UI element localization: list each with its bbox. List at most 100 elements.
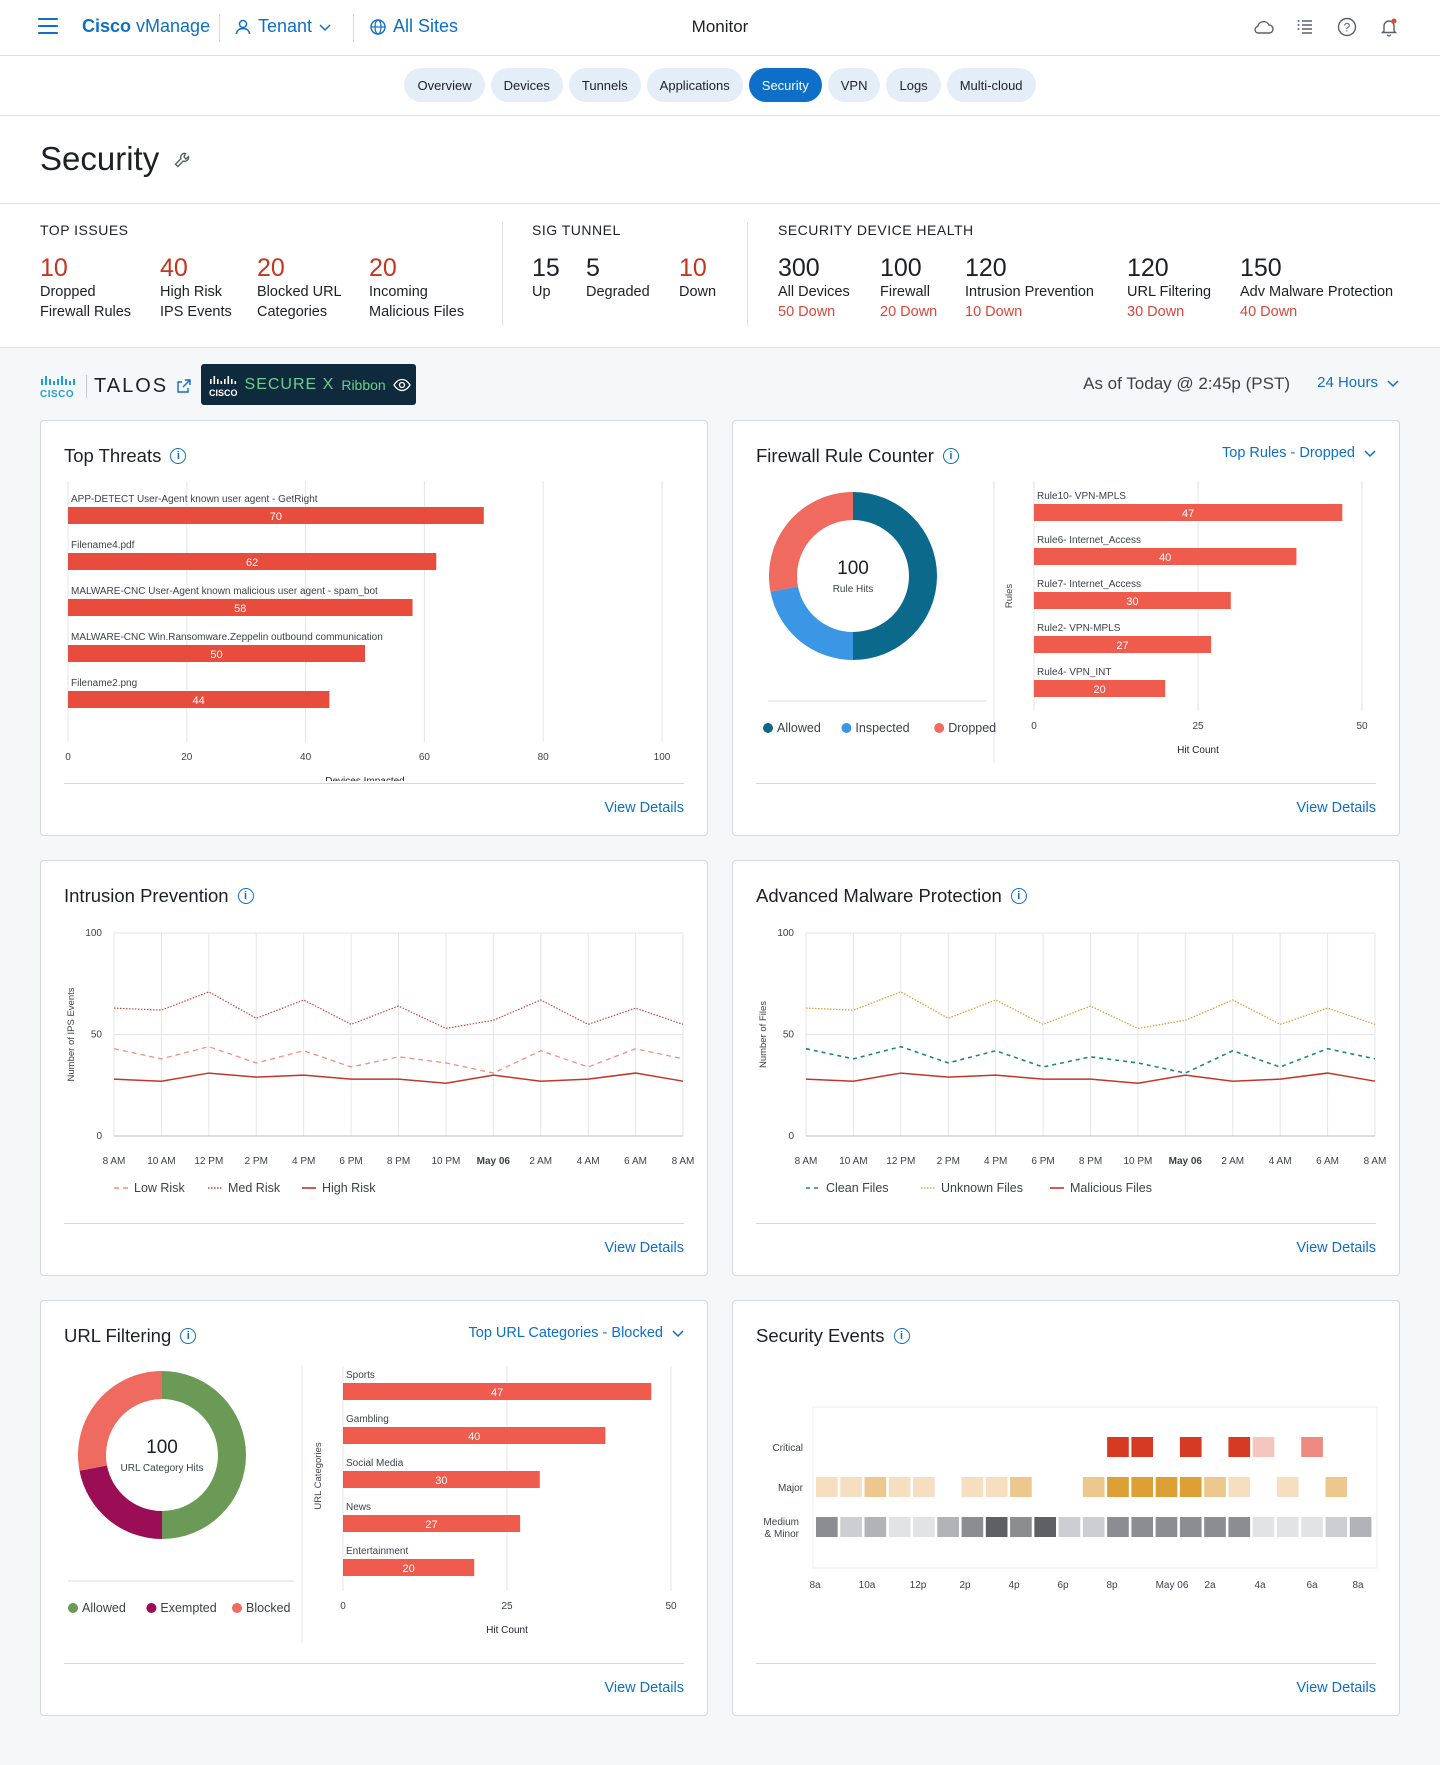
metric-tunnel-up[interactable]: 15 Up	[532, 254, 560, 300]
view-details-link[interactable]: View Details	[1296, 1680, 1376, 1696]
page-heading: Monitor	[691, 17, 749, 36]
info-icon[interactable]: i	[1010, 888, 1027, 904]
user-icon	[235, 19, 251, 34]
task-list-icon[interactable]	[1294, 16, 1316, 38]
metric-tunnel-degraded[interactable]: 5 Degraded	[586, 254, 650, 300]
view-details-link[interactable]: View Details	[604, 1240, 684, 1256]
heatmap-cell-medium-minor	[1034, 1517, 1057, 1537]
metric-intrusion-prevention[interactable]: 120 Intrusion Prevention 10 Down	[965, 254, 1094, 320]
chevron-down-icon	[1387, 379, 1399, 387]
x-tick-label: 0	[65, 752, 71, 763]
cisco-wordmark: CISCO	[40, 389, 75, 400]
bar-value-label: 27	[1116, 640, 1128, 652]
heatmap-frame	[812, 1406, 1378, 1569]
donut-slice-allowed	[162, 1371, 246, 1539]
card-title: Top Threats i	[64, 445, 187, 467]
metric-blocked-url[interactable]: 20 Blocked URL Categories	[257, 254, 342, 320]
tab-tunnels[interactable]: Tunnels	[568, 68, 641, 102]
x-tick-label: 8a	[809, 1580, 821, 1591]
securex-ribbon-button[interactable]: CISCO SECURE X Ribbon	[201, 364, 416, 405]
y-axis-title: URL Categories	[313, 1442, 324, 1509]
chevron-down-icon	[1364, 450, 1376, 458]
info-icon[interactable]: i	[237, 888, 254, 904]
metric-high-risk-ips[interactable]: 40 High Risk IPS Events	[160, 254, 232, 320]
heatmap-cell-major	[1276, 1477, 1299, 1497]
bar-category-label: Filename4.pdf	[71, 540, 135, 551]
y-axis-title: Number of IPS Events	[66, 987, 77, 1081]
view-details-link[interactable]: View Details	[604, 800, 684, 816]
view-details-link[interactable]: View Details	[1296, 1240, 1376, 1256]
tab-security[interactable]: Security	[748, 68, 822, 102]
menu-icon[interactable]	[38, 18, 58, 34]
x-tick-label: 8 AM	[672, 1156, 695, 1167]
x-tick-label: 40	[300, 752, 312, 763]
brand-logo[interactable]: Cisco vManage	[82, 16, 211, 36]
heatmap-cell-medium-minor	[888, 1517, 911, 1537]
metric-tunnel-down[interactable]: 10 Down	[679, 254, 717, 300]
tab-logs[interactable]: Logs	[886, 68, 941, 102]
heatmap-cell-major	[864, 1477, 887, 1497]
metric-firewall[interactable]: 100 Firewall 20 Down	[880, 254, 938, 320]
top-url-categories-dropdown[interactable]: Top URL Categories - Blocked	[469, 1325, 686, 1341]
heatmap-cell-critical	[1228, 1437, 1251, 1457]
donut-center-value: 100	[146, 1437, 178, 1458]
bar	[343, 1559, 475, 1576]
info-icon[interactable]: i	[893, 1328, 910, 1344]
help-icon[interactable]: ?	[1336, 16, 1358, 38]
x-tick-label: 4 AM	[1269, 1156, 1292, 1167]
divider	[747, 222, 748, 326]
info-icon[interactable]: i	[170, 448, 187, 464]
view-details-link[interactable]: View Details	[1296, 800, 1376, 816]
tab-overview[interactable]: Overview	[404, 68, 485, 102]
heatmap-cell-medium-minor	[1301, 1517, 1323, 1537]
bar	[343, 1427, 606, 1444]
x-tick-label: 2 PM	[245, 1156, 268, 1167]
legend-label: Allowed	[777, 721, 821, 735]
tab-multi-cloud[interactable]: Multi-cloud	[946, 68, 1036, 102]
notification-bell-icon[interactable]	[1378, 16, 1400, 38]
metric-adv-malware[interactable]: 150 Adv Malware Protection 40 Down	[1240, 254, 1394, 320]
heatmap-cell-major	[888, 1477, 911, 1497]
bar-category-label: Rule10- VPN-MPLS	[1037, 491, 1126, 502]
metric-dropped-rules[interactable]: 10 Dropped Firewall Rules	[40, 254, 132, 320]
x-tick-label: 8p	[1106, 1580, 1118, 1591]
bar-category-label: News	[346, 1502, 371, 1513]
wrench-icon[interactable]	[172, 150, 194, 172]
tab-devices[interactable]: Devices	[490, 68, 563, 102]
cloud-icon[interactable]	[1252, 16, 1274, 38]
talos-link[interactable]: CISCO TALOS	[40, 372, 192, 400]
talos-wordmark: TALOS	[86, 374, 168, 398]
heatmap-cell-medium-minor	[1325, 1517, 1348, 1537]
view-details-link[interactable]: View Details	[604, 1680, 684, 1696]
tab-applications[interactable]: Applications	[646, 68, 743, 102]
bar-value-label: 58	[234, 603, 246, 615]
series-line-med-risk	[113, 991, 684, 1030]
top-rules-dropdown[interactable]: Top Rules - Dropped	[1222, 445, 1377, 461]
metric-malicious-files[interactable]: 20 Incoming Malicious Files	[369, 254, 465, 320]
time-range-dropdown[interactable]: 24 Hours	[1317, 374, 1400, 391]
info-icon[interactable]: i	[180, 1328, 197, 1344]
donut-slice-exempted	[79, 1465, 162, 1539]
tenant-selector[interactable]: Tenant	[234, 16, 332, 37]
metric-all-devices[interactable]: 300 All Devices 50 Down	[778, 254, 850, 320]
bar-category-label: Filename2.png	[71, 678, 137, 689]
x-tick-label: 10 PM	[1123, 1156, 1152, 1167]
heatmap-cell-critical	[1131, 1437, 1154, 1457]
bar-value-label: 20	[1093, 684, 1105, 696]
row-label: & Minor	[765, 1529, 800, 1540]
x-tick-label: 6 PM	[1031, 1156, 1054, 1167]
legend-label: Med Risk	[228, 1181, 281, 1195]
tab-vpn[interactable]: VPN	[827, 68, 881, 102]
heatmap-cell-medium-minor	[1155, 1517, 1178, 1537]
legend-label: Allowed	[82, 1601, 126, 1615]
top-issues-title: TOP ISSUES	[40, 222, 129, 238]
heatmap-cell-medium-minor	[1276, 1517, 1299, 1537]
x-tick-label: 8 AM	[1364, 1156, 1387, 1167]
heatmap-cell-medium-minor	[961, 1517, 984, 1537]
sites-selector[interactable]: All Sites	[369, 16, 458, 37]
metric-url-filtering[interactable]: 120 URL Filtering 30 Down	[1127, 254, 1212, 320]
url-filtering-chart: 100 URL Category Hits Allowed Exempted Block…	[68, 1366, 677, 1643]
bar	[1034, 548, 1297, 565]
divider	[756, 1223, 1376, 1224]
info-icon[interactable]: i	[942, 448, 959, 464]
